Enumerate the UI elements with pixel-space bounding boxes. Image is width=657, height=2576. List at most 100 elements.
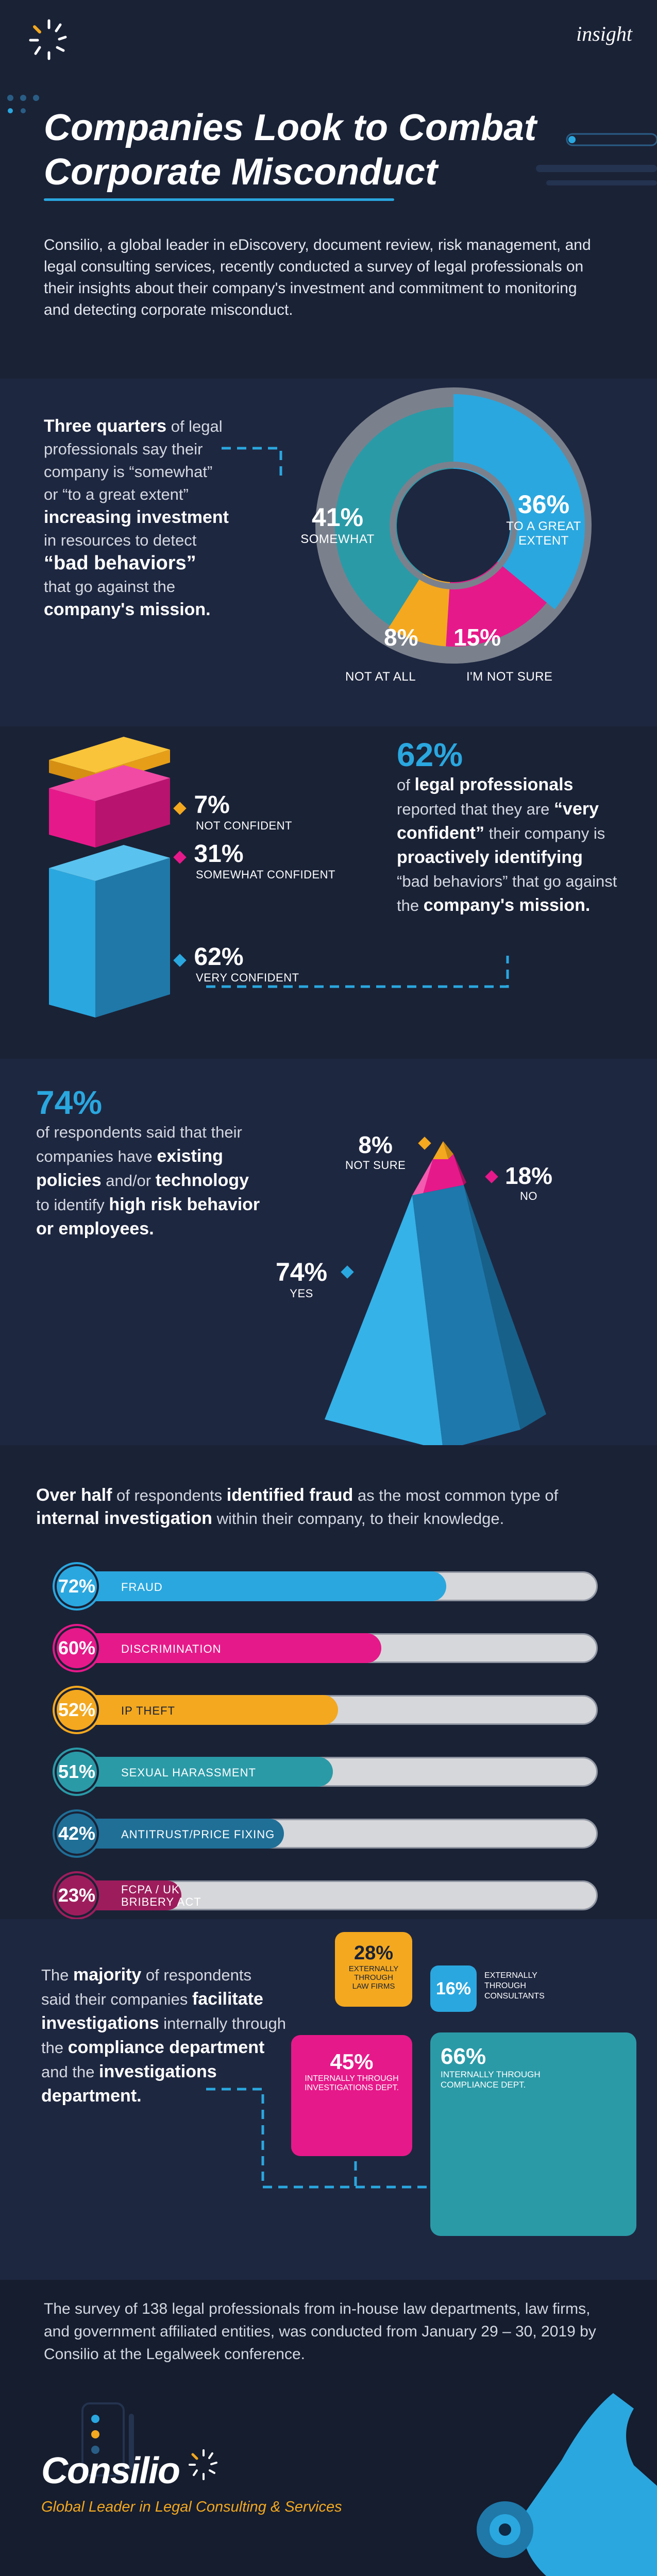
confidence-graphic	[49, 737, 509, 1018]
conf-pct-3: 62%	[194, 943, 244, 971]
text-t1a: of	[397, 776, 415, 794]
text-h2b: within their company, to their knowledge…	[212, 1510, 504, 1528]
conf-pct-1: 7%	[194, 791, 230, 819]
text-t6a: the	[397, 896, 424, 914]
donut-hole	[397, 469, 510, 582]
great-extent-pct: 36%	[517, 490, 570, 519]
decor-lines-right	[536, 133, 657, 185]
footer-tagline: Global Leader in Legal Consulting & Serv…	[41, 2499, 342, 2515]
text-proactively: proactively identifying	[397, 848, 583, 867]
compliance-pct: 66%	[441, 2044, 486, 2069]
text-internal-investigation: internal investigation	[36, 1509, 212, 1528]
text-t1c: of respondents	[141, 1966, 251, 1984]
footer-brand: Consilio	[41, 2450, 180, 2492]
text-compliance-dept: compliance department	[68, 2038, 265, 2057]
pyramid-label-not-sure: 8% NOT SURE	[345, 1131, 406, 1172]
text-identified-fraud: identified fraud	[226, 1485, 353, 1505]
investigation-methods-section: The majority of respondents said their c…	[0, 1919, 657, 2280]
text-t5a: and the	[41, 2063, 99, 2081]
donut-inner-ring	[390, 462, 517, 589]
bar-row: 23% FCPA / UK BRIBERY ACT	[57, 1875, 598, 1916]
text-l4: or “to a great extent”	[44, 485, 189, 503]
law-firms-label-3: LAW FIRMS	[352, 1982, 395, 1991]
law-firms-label-2: THROUGH	[354, 1973, 393, 1982]
not-sure-pct: 15%	[453, 624, 501, 651]
somewhat-pct: 41%	[311, 503, 364, 532]
text-company-mission: company's mission.	[44, 600, 211, 619]
text-confident: confident”	[397, 823, 484, 843]
text-department: department.	[41, 2086, 142, 2106]
page-title: Companies Look to Combat Corporate Misco…	[44, 106, 559, 194]
confidence-big-pct: 62%	[397, 736, 463, 773]
consultants-label-2: THROUGH	[484, 1981, 526, 1990]
text-t2a: companies have	[36, 1147, 157, 1165]
text-three-quarters: Three quarters	[44, 416, 167, 436]
bar-label: FCPA / UK BRIBERY ACT	[121, 1883, 201, 1908]
confidence-section: 7% NOT CONFIDENT 31% SOMEWHAT CONFIDENT …	[0, 726, 657, 1059]
not-sure-label-2: NOT SURE	[345, 1159, 406, 1172]
investigations-pct: 45%	[330, 2049, 374, 2074]
conf-label-1: NOT CONFIDENT	[196, 819, 292, 832]
survey-note: The survey of 138 legal professionals fr…	[44, 2300, 596, 2363]
text-l2: professionals say their	[44, 440, 203, 458]
bar-pct: 23%	[57, 1875, 97, 1916]
text-policies: policies	[36, 1171, 102, 1190]
text-majority: majority	[73, 1965, 142, 1985]
bar-fill	[57, 1633, 381, 1663]
intro-paragraph: Consilio, a global leader in eDiscovery,…	[44, 236, 591, 318]
bar-label: DISCRIMINATION	[121, 1642, 222, 1655]
consilio-logo-icon	[29, 19, 67, 60]
pyramid-label-no: 18% NO	[505, 1162, 552, 1203]
text-investigations-2: investigations	[99, 2062, 217, 2081]
donut-slice-2	[389, 573, 450, 647]
bar-pct: 72%	[57, 1566, 97, 1606]
not-at-all-pct: 8%	[384, 624, 418, 651]
consultants-label-3: CONSULTANTS	[484, 1992, 545, 2001]
title-line-2: Corporate Misconduct	[44, 151, 438, 193]
law-firms-pct: 28%	[353, 1942, 394, 1964]
box-consultants: 16%	[430, 1965, 477, 2012]
conf-item-somewhat: 31% SOMEWHAT CONFIDENT	[173, 840, 335, 882]
text-t4a: the	[41, 2039, 68, 2057]
text-t3b: internally through	[159, 2014, 287, 2032]
text-investigations: investigations	[41, 2013, 159, 2033]
text-t4a: to identify	[36, 1196, 109, 1214]
somewhat-label: SOMEWHAT	[300, 532, 375, 546]
text-very: “very	[554, 799, 599, 819]
diamond-icon	[173, 802, 187, 815]
not-at-all-label: NOT AT ALL	[345, 670, 416, 684]
investment-text: Three quarters of legal professionals sa…	[44, 415, 332, 621]
conf-pct-2: 31%	[194, 840, 244, 868]
text-t3b: their company is	[484, 824, 605, 842]
bar-pct: 51%	[57, 1752, 97, 1792]
donut-slice-0	[453, 394, 585, 609]
diamond-icon	[173, 954, 187, 967]
bar-pct: 52%	[57, 1690, 97, 1730]
bar-label: ANTITRUST/PRICE FIXING	[121, 1828, 275, 1841]
investigation-types-section: Over half of respondents identified frau…	[0, 1445, 657, 1919]
text-t5: “bad behaviors” that go against	[397, 872, 617, 890]
consilio-footer-logo-icon	[189, 2449, 217, 2480]
investigations-label-1: INTERNALLY THROUGH	[305, 2074, 399, 2083]
diamond-icon	[173, 851, 187, 864]
text-t2a: said their companies	[41, 1990, 192, 2008]
bar-fill	[57, 1571, 446, 1601]
decor-dots-left	[7, 95, 39, 113]
conf-item-not-confident: 7% NOT CONFIDENT	[173, 791, 292, 833]
conf-item-very: 62% VERY CONFIDENT	[173, 943, 299, 985]
yes-label: YES	[290, 1287, 313, 1300]
text-increasing-investment: increasing investment	[44, 507, 229, 527]
bar-label: IP THEFT	[121, 1704, 175, 1717]
text-l6: in resources to detect	[44, 531, 197, 549]
text-existing: existing	[157, 1146, 223, 1166]
donut-chart	[315, 387, 592, 664]
text-facilitate: facilitate	[192, 1989, 263, 2009]
compliance-label-1: INTERNALLY THROUGH	[441, 2070, 541, 2079]
insight-label: insight	[576, 22, 632, 45]
bar-fill	[57, 1757, 333, 1787]
bar-label: SEXUAL HARASSMENT	[121, 1766, 256, 1779]
compliance-label-2: COMPLIANCE DEPT.	[441, 2080, 526, 2090]
policies-big-pct: 74%	[36, 1084, 103, 1121]
text-l1b: of legal	[166, 417, 223, 435]
methods-text: The majority of respondents said their c…	[41, 1963, 309, 2108]
